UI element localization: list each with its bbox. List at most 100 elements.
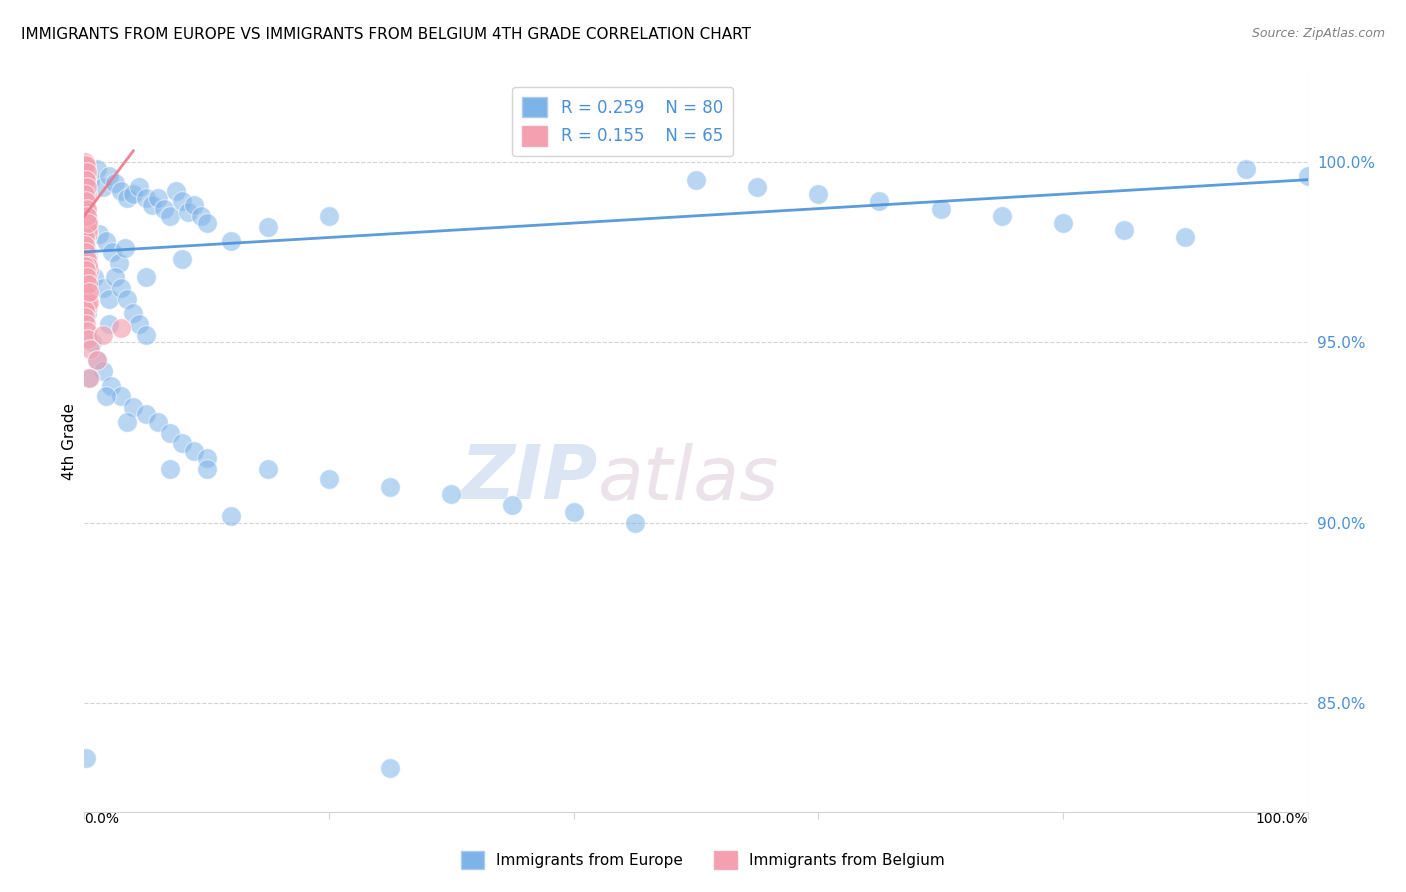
Point [172,252,194,267]
Point [75,285,97,299]
Point [75,263,97,277]
Point [146,415,169,429]
Point [128,180,150,194]
Point [135,328,157,343]
Point [76,292,98,306]
Point [159,461,181,475]
Point [807,187,830,202]
Point [75,194,97,209]
Point [75,750,97,764]
Point [135,408,157,422]
Point [502,498,524,512]
Point [114,241,136,255]
Point [75,202,97,216]
Point [869,194,891,209]
Point [80,335,103,350]
Point [76,256,98,270]
Point [75,161,97,176]
Point [1052,216,1074,230]
Point [1174,230,1197,244]
Point [141,198,163,212]
Text: 100.0%: 100.0% [1256,812,1308,826]
Point [624,516,647,530]
Point [77,277,100,292]
Text: atlas: atlas [598,442,779,515]
Point [122,187,145,202]
Point [115,191,138,205]
Point [190,209,212,223]
Point [76,209,98,223]
Point [183,198,205,212]
Point [76,306,98,320]
Point [257,461,280,475]
Point [75,317,97,331]
Point [440,487,463,501]
Point [135,191,157,205]
Point [91,180,114,194]
Point [79,172,101,186]
Point [79,371,101,385]
Point [115,415,138,429]
Point [76,216,98,230]
Legend: Immigrants from Europe, Immigrants from Belgium: Immigrants from Europe, Immigrants from … [456,845,950,875]
Point [77,295,100,310]
Point [87,227,110,241]
Point [101,244,124,259]
Point [75,198,97,212]
Point [929,202,952,216]
Point [76,270,98,285]
Text: Source: ZipAtlas.com: Source: ZipAtlas.com [1251,27,1385,40]
Legend: R = 0.259    N = 80, R = 0.155    N = 65: R = 0.259 N = 80, R = 0.155 N = 65 [512,87,733,156]
Point [122,401,145,415]
Point [76,180,98,194]
Point [75,274,97,288]
Point [115,292,138,306]
Point [318,209,340,223]
Point [219,234,242,248]
Point [165,184,187,198]
Point [380,480,402,494]
Point [77,285,100,299]
Point [1236,161,1258,176]
Point [73,302,96,317]
Point [76,187,98,202]
Point [75,234,97,248]
Point [110,184,132,198]
Point [1114,223,1136,237]
Point [76,212,98,227]
Point [76,191,98,205]
Point [135,270,157,285]
Point [172,194,194,209]
Point [107,256,129,270]
Point [195,450,218,465]
Point [991,209,1014,223]
Point [73,230,96,244]
Point [75,205,97,219]
Point [128,317,150,331]
Point [159,209,181,223]
Point [747,180,769,194]
Point [183,443,205,458]
Point [76,325,98,339]
Point [76,288,98,302]
Point [104,270,127,285]
Point [177,205,200,219]
Point [685,172,707,186]
Point [257,219,280,234]
Point [77,223,100,237]
Point [195,216,218,230]
Point [77,227,100,241]
Point [76,209,98,223]
Point [97,317,120,331]
Point [91,328,114,343]
Point [86,353,108,368]
Point [77,299,100,313]
Point [86,161,108,176]
Point [83,270,105,285]
Point [76,281,98,295]
Point [104,177,127,191]
Text: IMMIGRANTS FROM EUROPE VS IMMIGRANTS FROM BELGIUM 4TH GRADE CORRELATION CHART: IMMIGRANTS FROM EUROPE VS IMMIGRANTS FRO… [21,27,751,42]
Point [172,436,194,450]
Point [75,187,97,202]
Point [76,165,98,179]
